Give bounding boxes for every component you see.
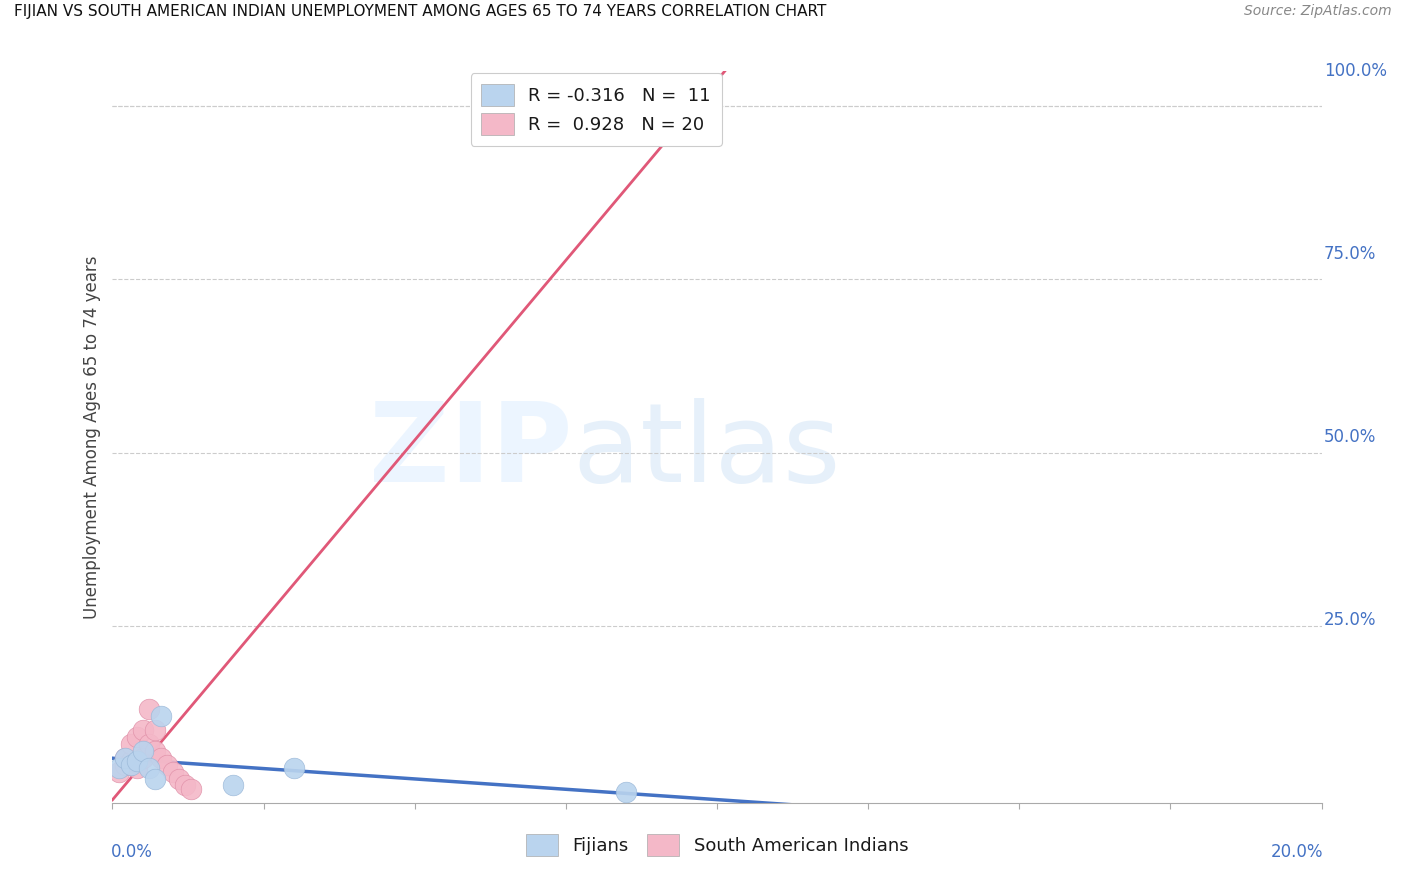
Point <box>616 785 638 799</box>
Point <box>120 754 142 768</box>
Point <box>132 723 155 737</box>
Point <box>143 744 166 758</box>
Text: 0.0%: 0.0% <box>111 843 153 861</box>
Point <box>132 744 155 758</box>
Legend: Fijians, South American Indians: Fijians, South American Indians <box>519 827 915 863</box>
Point <box>138 702 160 716</box>
Text: 25.0%: 25.0% <box>1324 611 1376 629</box>
Text: 100.0%: 100.0% <box>1324 62 1388 80</box>
Point <box>149 709 172 723</box>
Y-axis label: Unemployment Among Ages 65 to 74 years: Unemployment Among Ages 65 to 74 years <box>83 255 101 619</box>
Text: 50.0%: 50.0% <box>1324 428 1376 446</box>
Text: ZIP: ZIP <box>368 398 572 505</box>
Point <box>138 761 160 775</box>
Text: 20.0%: 20.0% <box>1271 843 1323 861</box>
Point <box>107 764 129 779</box>
Point <box>143 772 166 786</box>
Point <box>167 772 190 786</box>
Point <box>149 750 172 764</box>
Text: atlas: atlas <box>572 398 841 505</box>
Text: 75.0%: 75.0% <box>1324 245 1376 263</box>
Point <box>283 761 305 775</box>
Point <box>222 779 245 793</box>
Point <box>114 750 136 764</box>
Point <box>138 737 160 751</box>
Point <box>114 750 136 764</box>
Point <box>125 730 148 744</box>
Point <box>120 737 142 751</box>
Point <box>180 781 202 796</box>
Point <box>658 106 681 120</box>
Point <box>143 723 166 737</box>
Point <box>174 779 197 793</box>
Point <box>120 757 142 772</box>
Point <box>132 750 155 764</box>
Point <box>125 754 148 768</box>
Text: Source: ZipAtlas.com: Source: ZipAtlas.com <box>1244 4 1392 19</box>
Text: FIJIAN VS SOUTH AMERICAN INDIAN UNEMPLOYMENT AMONG AGES 65 TO 74 YEARS CORRELATI: FIJIAN VS SOUTH AMERICAN INDIAN UNEMPLOY… <box>14 4 827 20</box>
Point <box>162 764 184 779</box>
Point <box>156 757 179 772</box>
Point <box>125 761 148 775</box>
Point <box>114 757 136 772</box>
Point <box>107 761 129 775</box>
